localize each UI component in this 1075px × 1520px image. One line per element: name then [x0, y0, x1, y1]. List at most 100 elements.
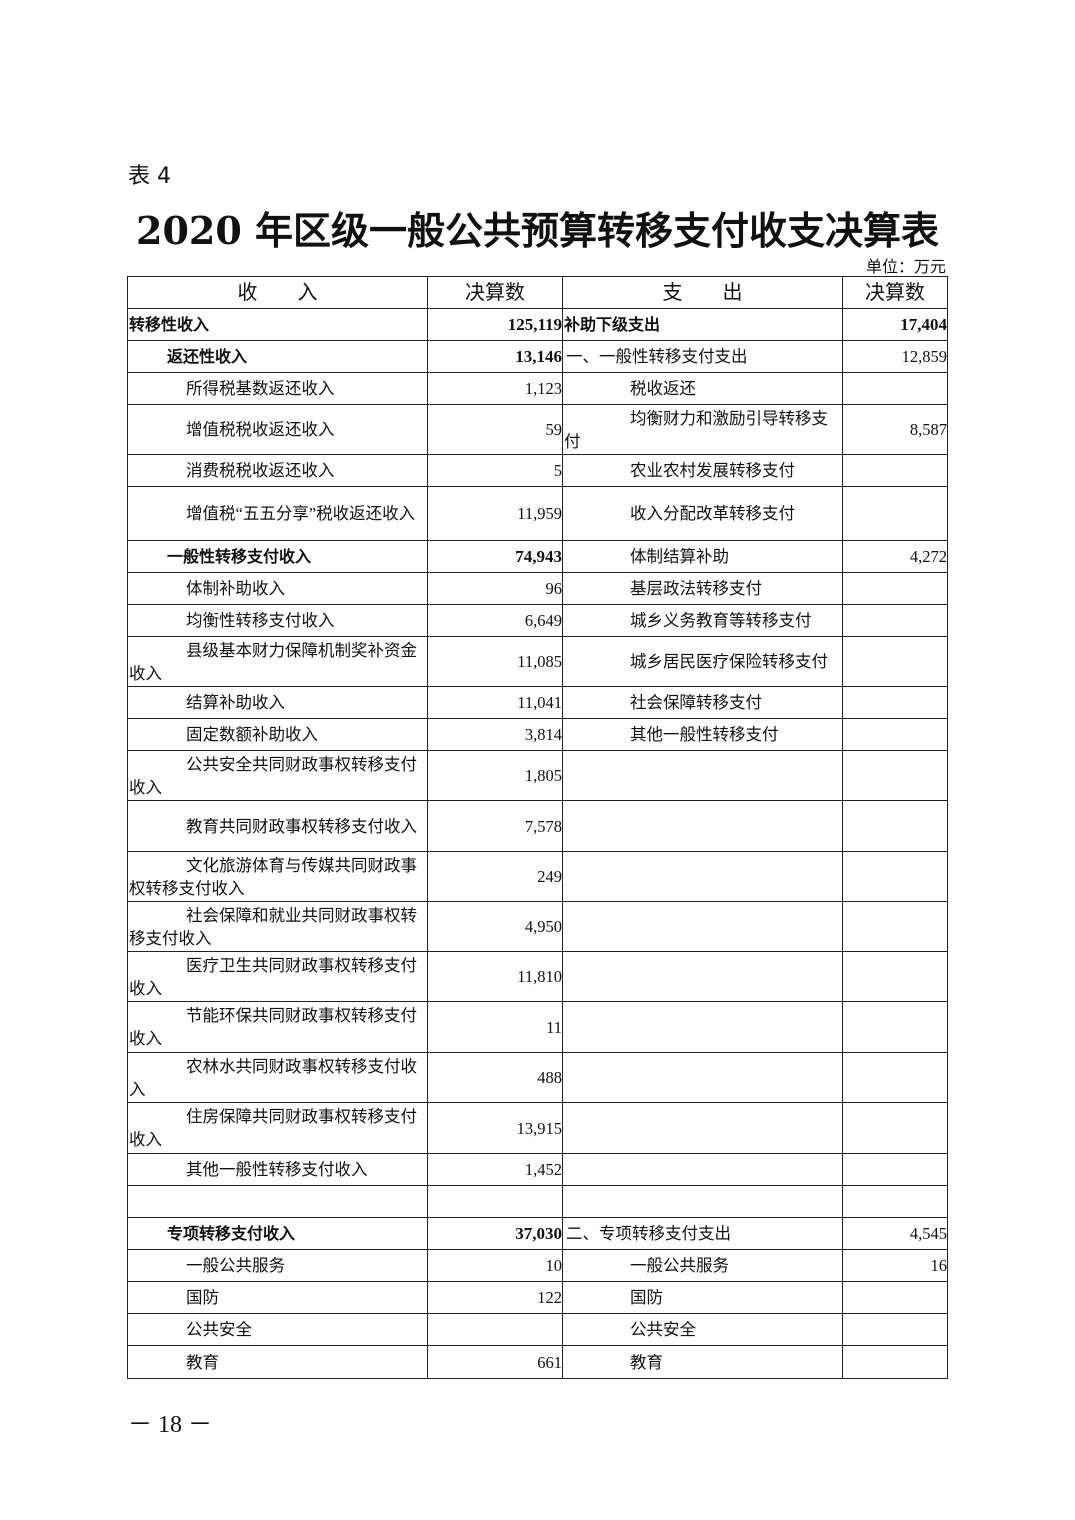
income-item: 转移性收入 [127, 308, 428, 341]
expenditure-item [562, 1102, 843, 1154]
expenditure-amount [842, 686, 948, 719]
table-row: 固定数额补助收入 3,814 其他一般性转移支付 [127, 718, 948, 751]
table-row: 增值税“五五分享”税收返还收入 11,959 收入分配改革转移支付 [127, 486, 948, 541]
expenditure-item: 均衡财力和激励引导转移支付 [562, 404, 843, 455]
expenditure-amount [842, 572, 948, 605]
expenditure-amount: 16 [842, 1249, 948, 1282]
expenditure-amount [842, 636, 948, 687]
income-amount: 661 [427, 1345, 563, 1379]
expenditure-amount [842, 1345, 948, 1379]
expenditure-amount [842, 1001, 948, 1053]
income-item: 固定数额补助收入 [127, 718, 428, 751]
income-amount: 1,805 [427, 750, 563, 801]
income-item: 所得税基数返还收入 [127, 372, 428, 405]
income-amount: 3,814 [427, 718, 563, 751]
expenditure-amount [842, 851, 948, 902]
expenditure-amount [842, 372, 948, 405]
budget-table: 收 入 决算数 支 出 决算数 转移性收入 125,119 补助下级支出 17,404… [127, 276, 948, 1379]
income-amount [427, 1185, 563, 1218]
income-amount: 1,123 [427, 372, 563, 405]
header-expenditure: 支 出 [562, 276, 843, 309]
table-row: 结算补助收入 11,041 社会保障转移支付 [127, 686, 948, 719]
table-header-row: 收 入 决算数 支 出 决算数 [127, 276, 948, 309]
income-amount: 11,959 [427, 486, 563, 541]
income-amount: 1,452 [427, 1153, 563, 1186]
expenditure-item: 国防 [562, 1281, 843, 1314]
expenditure-item [562, 951, 843, 1002]
expenditure-amount [842, 1185, 948, 1218]
expenditure-item: 公共安全 [562, 1313, 843, 1346]
expenditure-item: 基层政法转移支付 [562, 572, 843, 605]
income-item: 消费税税收返还收入 [127, 454, 428, 487]
table-row: 专项转移支付收入 37,030 二、专项转移支付支出 4,545 [127, 1217, 948, 1250]
expenditure-amount: 12,859 [842, 340, 948, 373]
expenditure-item [562, 1153, 843, 1186]
income-item: 专项转移支付收入 [127, 1217, 428, 1250]
table-row: 住房保障共同财政事权转移支付收入 13,915 [127, 1102, 948, 1154]
expenditure-item [562, 1185, 843, 1218]
income-amount: 59 [427, 404, 563, 455]
income-item: 国防 [127, 1281, 428, 1314]
expenditure-item: 税收返还 [562, 372, 843, 405]
expenditure-item: 教育 [562, 1345, 843, 1379]
income-item: 一般公共服务 [127, 1249, 428, 1282]
income-item: 医疗卫生共同财政事权转移支付收入 [127, 951, 428, 1002]
header-income-amount: 决算数 [427, 276, 563, 309]
income-amount: 7,578 [427, 800, 563, 852]
income-amount [427, 1313, 563, 1346]
income-amount: 122 [427, 1281, 563, 1314]
table-row: 公共安全 公共安全 [127, 1313, 948, 1346]
expenditure-item: 一、一般性转移支付支出 [562, 340, 843, 373]
table-row: 消费税税收返还收入 5 农业农村发展转移支付 [127, 454, 948, 487]
income-item: 增值税税收返还收入 [127, 404, 428, 455]
income-item: 结算补助收入 [127, 686, 428, 719]
expenditure-amount [842, 1102, 948, 1154]
expenditure-item: 收入分配改革转移支付 [562, 486, 843, 541]
income-item: 社会保障和就业共同财政事权转移支付收入 [127, 901, 428, 952]
income-item: 均衡性转移支付收入 [127, 604, 428, 637]
expenditure-amount [842, 486, 948, 541]
income-item: 公共安全 [127, 1313, 428, 1346]
expenditure-item: 城乡义务教育等转移支付 [562, 604, 843, 637]
income-item: 文化旅游体育与传媒共同财政事权转移支付收入 [127, 851, 428, 902]
expenditure-amount [842, 901, 948, 952]
income-amount: 11,041 [427, 686, 563, 719]
income-item: 节能环保共同财政事权转移支付收入 [127, 1001, 428, 1053]
unit-note: 单位：万元 [865, 259, 946, 276]
income-item: 其他一般性转移支付收入 [127, 1153, 428, 1186]
table-label: 表 4 [128, 164, 171, 189]
expenditure-item [562, 800, 843, 852]
income-amount: 125,119 [427, 308, 563, 341]
expenditure-item: 补助下级支出 [562, 308, 843, 341]
table-row: 节能环保共同财政事权转移支付收入 11 [127, 1001, 948, 1053]
header-expenditure-amount: 决算数 [842, 276, 948, 309]
income-item: 教育共同财政事权转移支付收入 [127, 800, 428, 852]
table-row: 增值税税收返还收入 59 均衡财力和激励引导转移支付 8,587 [127, 404, 948, 455]
income-amount: 37,030 [427, 1217, 563, 1250]
expenditure-item: 其他一般性转移支付 [562, 718, 843, 751]
income-amount: 11,085 [427, 636, 563, 687]
income-amount: 11 [427, 1001, 563, 1053]
expenditure-item: 城乡居民医疗保险转移支付 [562, 636, 843, 687]
expenditure-amount [842, 1313, 948, 1346]
expenditure-amount [842, 800, 948, 852]
table-row: 社会保障和就业共同财政事权转移支付收入 4,950 [127, 901, 948, 952]
income-item: 县级基本财力保障机制奖补资金收入 [127, 636, 428, 687]
table-row [127, 1185, 948, 1218]
table-row: 文化旅游体育与传媒共同财政事权转移支付收入 249 [127, 851, 948, 902]
expenditure-item [562, 901, 843, 952]
income-amount: 13,146 [427, 340, 563, 373]
income-item: 返还性收入 [127, 340, 428, 373]
expenditure-amount [842, 604, 948, 637]
header-income: 收 入 [127, 276, 428, 309]
table-row: 教育共同财政事权转移支付收入 7,578 [127, 800, 948, 852]
expenditure-item: 一般公共服务 [562, 1249, 843, 1282]
table-body: 转移性收入 125,119 补助下级支出 17,404 返还性收入 13,146 一、一般性… [127, 308, 948, 1379]
expenditure-item [562, 1001, 843, 1053]
page-number: － 18 － [128, 1412, 212, 1438]
expenditure-item: 社会保障转移支付 [562, 686, 843, 719]
expenditure-amount: 17,404 [842, 308, 948, 341]
table-row: 均衡性转移支付收入 6,649 城乡义务教育等转移支付 [127, 604, 948, 637]
income-item: 教育 [127, 1345, 428, 1379]
income-item: 体制补助收入 [127, 572, 428, 605]
